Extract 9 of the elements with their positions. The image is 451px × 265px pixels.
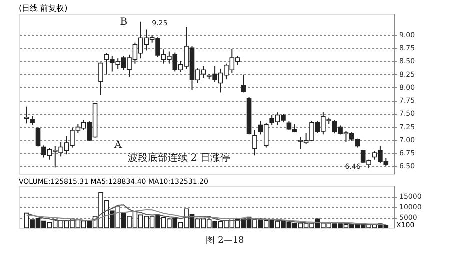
candlestick (98, 62, 104, 96)
caption: 图 2—18 (206, 236, 245, 246)
annotation: A (114, 140, 123, 152)
candlestick (36, 126, 41, 148)
chart-title: (日线 前复权) (19, 4, 68, 13)
candlestick (252, 130, 258, 156)
annotation: 波段底部连续 2 日涨停 (128, 152, 230, 164)
annotation: B (120, 17, 128, 28)
candlestick (241, 74, 246, 94)
